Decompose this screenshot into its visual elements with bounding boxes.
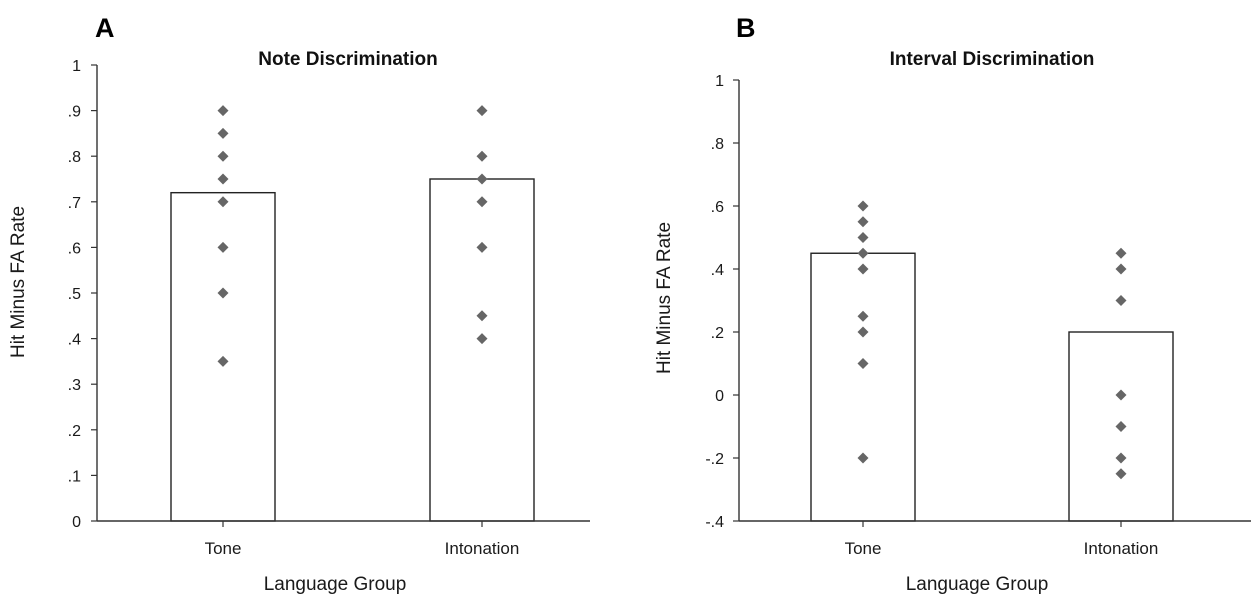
panel-b-point [857, 310, 869, 322]
panel-a-x-tick-label: Tone [205, 539, 242, 558]
panel-a-y-tick-label: 0 [72, 514, 81, 531]
panel-a-title: Note Discrimination [258, 49, 437, 70]
panel-b-point [857, 358, 869, 369]
panel-b-point [1115, 421, 1127, 432]
panel-a-point [217, 150, 229, 162]
panel-b-y-tick-label: -.2 [705, 451, 724, 468]
panel-a-y-tick-label: 1 [72, 58, 81, 75]
panel-b-point [1115, 247, 1127, 259]
panel-a-y-tick-label: .5 [68, 286, 81, 303]
panel-a-y-tick-label: .6 [68, 240, 81, 257]
panel-a-point [476, 196, 488, 208]
panel-a-y-tick-label: .7 [68, 195, 81, 212]
panel-a-point [217, 173, 229, 185]
panel-b-plot: -.4 -.2 0 .2 .4 .6 .8 1 Tone Intonation [705, 73, 1251, 558]
panel-a-plot: 0 .1 .2 .3 .4 .5 .6 .7 .8 .9 1 Tone Intonation [68, 58, 590, 558]
panel-a-point [476, 333, 488, 345]
panel-b-letter: B [736, 13, 756, 43]
panel-a-y-tick-label: .1 [68, 468, 81, 485]
panel-b-ylabel: Hit Minus FA Rate [654, 222, 675, 374]
panel-a-point [476, 150, 488, 162]
panel-b-y-tick-label: -.4 [705, 514, 724, 531]
panel-a-y-tick-label: .3 [68, 377, 81, 394]
panel-a-point [476, 241, 488, 253]
panel-b-point [857, 232, 869, 243]
panel-a-point [476, 105, 488, 117]
panel-a-y-tick-label: .4 [68, 332, 81, 349]
panel-b-y-tick-label: 1 [715, 73, 724, 90]
panel-b-x-tick-label: Tone [845, 539, 882, 558]
panel-a-xlabel: Language Group [264, 574, 407, 595]
panel-a-point [217, 287, 229, 299]
panel-a-point [217, 355, 229, 367]
panel-b-point [1115, 263, 1127, 275]
panel-b-bar-tone [810, 252, 916, 522]
panel-a-bar-intonation [429, 178, 535, 522]
panel-a-point [217, 105, 229, 117]
panel-b-y-tick-label: 0 [715, 388, 724, 405]
panel-b-y-tick-label: .8 [711, 136, 724, 153]
panel-b-y-tick-label: .2 [711, 325, 724, 342]
panel-b-y-tick-label: .4 [711, 262, 724, 279]
panel-a-letter: A [95, 13, 115, 43]
panel-a-point [476, 173, 488, 185]
panel-b-x-tick-label: Intonation [1084, 539, 1159, 558]
panel-b-xlabel: Language Group [906, 574, 1049, 595]
panel-b-point [1115, 452, 1127, 464]
panel-a-y-tick-label: .8 [68, 149, 81, 166]
panel-b-title: Interval Discrimination [890, 49, 1095, 70]
panel-b-point [857, 452, 869, 464]
panel-a-y-tick-label: .2 [68, 423, 81, 440]
panel-b-point [857, 263, 869, 275]
panel-b-point [857, 200, 869, 212]
panel-b-y-tick-label: .6 [711, 199, 724, 216]
panel-a-x-tick-label: Intonation [445, 539, 520, 558]
panel-a-point [476, 310, 488, 322]
panel-b-point [857, 326, 869, 338]
panel-a-point [217, 127, 229, 139]
panel-b-point [1115, 295, 1127, 306]
panel-a-y-tick-label: .9 [68, 104, 81, 121]
panel-a-point [217, 241, 229, 253]
panel-b-point [1115, 468, 1127, 480]
panel-b-point [857, 216, 869, 228]
panel-a-ylabel: Hit Minus FA Rate [8, 206, 29, 358]
panel-b-point [1115, 389, 1127, 401]
panel-a-point [217, 196, 229, 208]
panel-b-point [857, 247, 869, 259]
